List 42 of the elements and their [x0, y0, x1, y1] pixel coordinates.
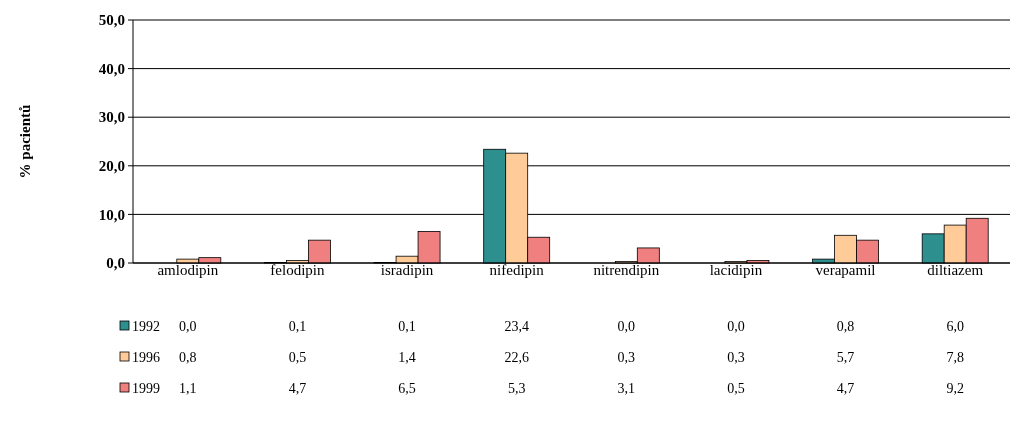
x-tick-label: isradipin [380, 262, 434, 278]
data-label: 0,8 [836, 318, 855, 334]
data-label: 0,8 [179, 349, 197, 365]
y-tick-label: 30,0 [98, 109, 125, 126]
y-tick-label: 0,0 [106, 255, 125, 272]
data-label: 7,8 [946, 349, 964, 365]
data-label: 6,5 [398, 380, 416, 396]
y-tick-label: 50,0 [98, 12, 125, 29]
data-label: 0,0 [617, 318, 636, 334]
data-label: 0,3 [727, 349, 745, 365]
data-label: 0,0 [179, 318, 197, 334]
x-tick-label: verapamil [815, 262, 876, 278]
data-label: 1,1 [179, 380, 197, 396]
data-label: 6,0 [946, 318, 964, 334]
data-label: 0,5 [727, 380, 745, 396]
y-tick-label: 10,0 [98, 206, 125, 223]
data-label: 23,4 [504, 318, 529, 334]
data-label: 1,4 [398, 349, 416, 365]
data-label: 3,1 [617, 380, 636, 396]
data-label: 9,2 [946, 380, 964, 396]
data-label: 4,7 [836, 380, 855, 396]
x-tick-label: nifedipin [489, 262, 545, 278]
data-label: 4,7 [288, 380, 307, 396]
data-label: 5,3 [507, 380, 526, 396]
data-label: 0,0 [727, 318, 745, 334]
data-label: 22,6 [504, 349, 529, 365]
x-tick-label: nitrendipin [593, 262, 660, 278]
y-tick-label: 40,0 [98, 60, 125, 77]
data-label: 0,1 [398, 318, 416, 334]
data-label: 0,1 [288, 318, 307, 334]
x-tick-label: felodipin [270, 262, 326, 278]
legend-label: 1996 [132, 349, 160, 365]
data-label: 5,7 [836, 349, 855, 365]
legend-label: 1999 [132, 380, 160, 396]
y-tick-label: 20,0 [98, 158, 125, 175]
y-axis-title: % pacientů [17, 104, 33, 179]
x-tick-label: lacidipin [709, 262, 763, 278]
data-label: 0,5 [288, 349, 307, 365]
x-tick-label: diltiazem [927, 262, 984, 278]
legend-label: 1992 [132, 318, 160, 334]
x-tick-label: amlodipin [157, 262, 219, 278]
data-label: 0,3 [617, 349, 636, 365]
